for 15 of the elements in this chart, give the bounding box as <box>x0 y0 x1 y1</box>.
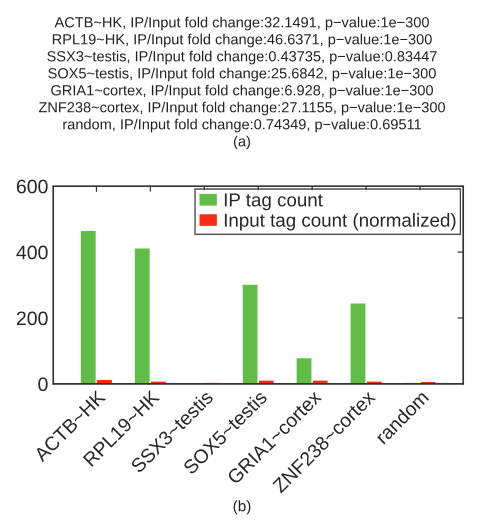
text: random, IP/Input fold change:0.74349, p−value:0.69511 <box>63 118 421 132</box>
text: GRIA1~cortex, IP/Input fold change:6.928, p−value:1e−300 <box>51 84 433 98</box>
text: ZNF238~cortex, IP/Input fold change:27.1155, p−value:1e−300 <box>38 102 446 116</box>
y-tick-label: 200 <box>16 311 48 326</box>
y-tick-label: 400 <box>16 246 48 260</box>
text: SOX5~testis, IP/Input fold change:25.6842, p−value:1e−300 <box>48 68 436 82</box>
text: (b) <box>234 500 250 514</box>
text: SSX3~testis, IP/Input fold change:0.43735, p−value:0.83447 <box>47 50 437 64</box>
y-tick-label: 0 <box>38 377 48 392</box>
legend-label: Input tag count (normalized) <box>224 213 456 231</box>
text: ACTB~HK, IP/Input fold change:32.1491, p−value:1e−300 <box>54 16 429 30</box>
legend-label: IP tag count <box>224 193 323 210</box>
text: RPL19~HK, IP/Input fold change:46.6371, p−value:1e−300 <box>52 34 432 48</box>
text: (a) <box>234 136 250 150</box>
y-tick-label: 600 <box>16 180 48 194</box>
